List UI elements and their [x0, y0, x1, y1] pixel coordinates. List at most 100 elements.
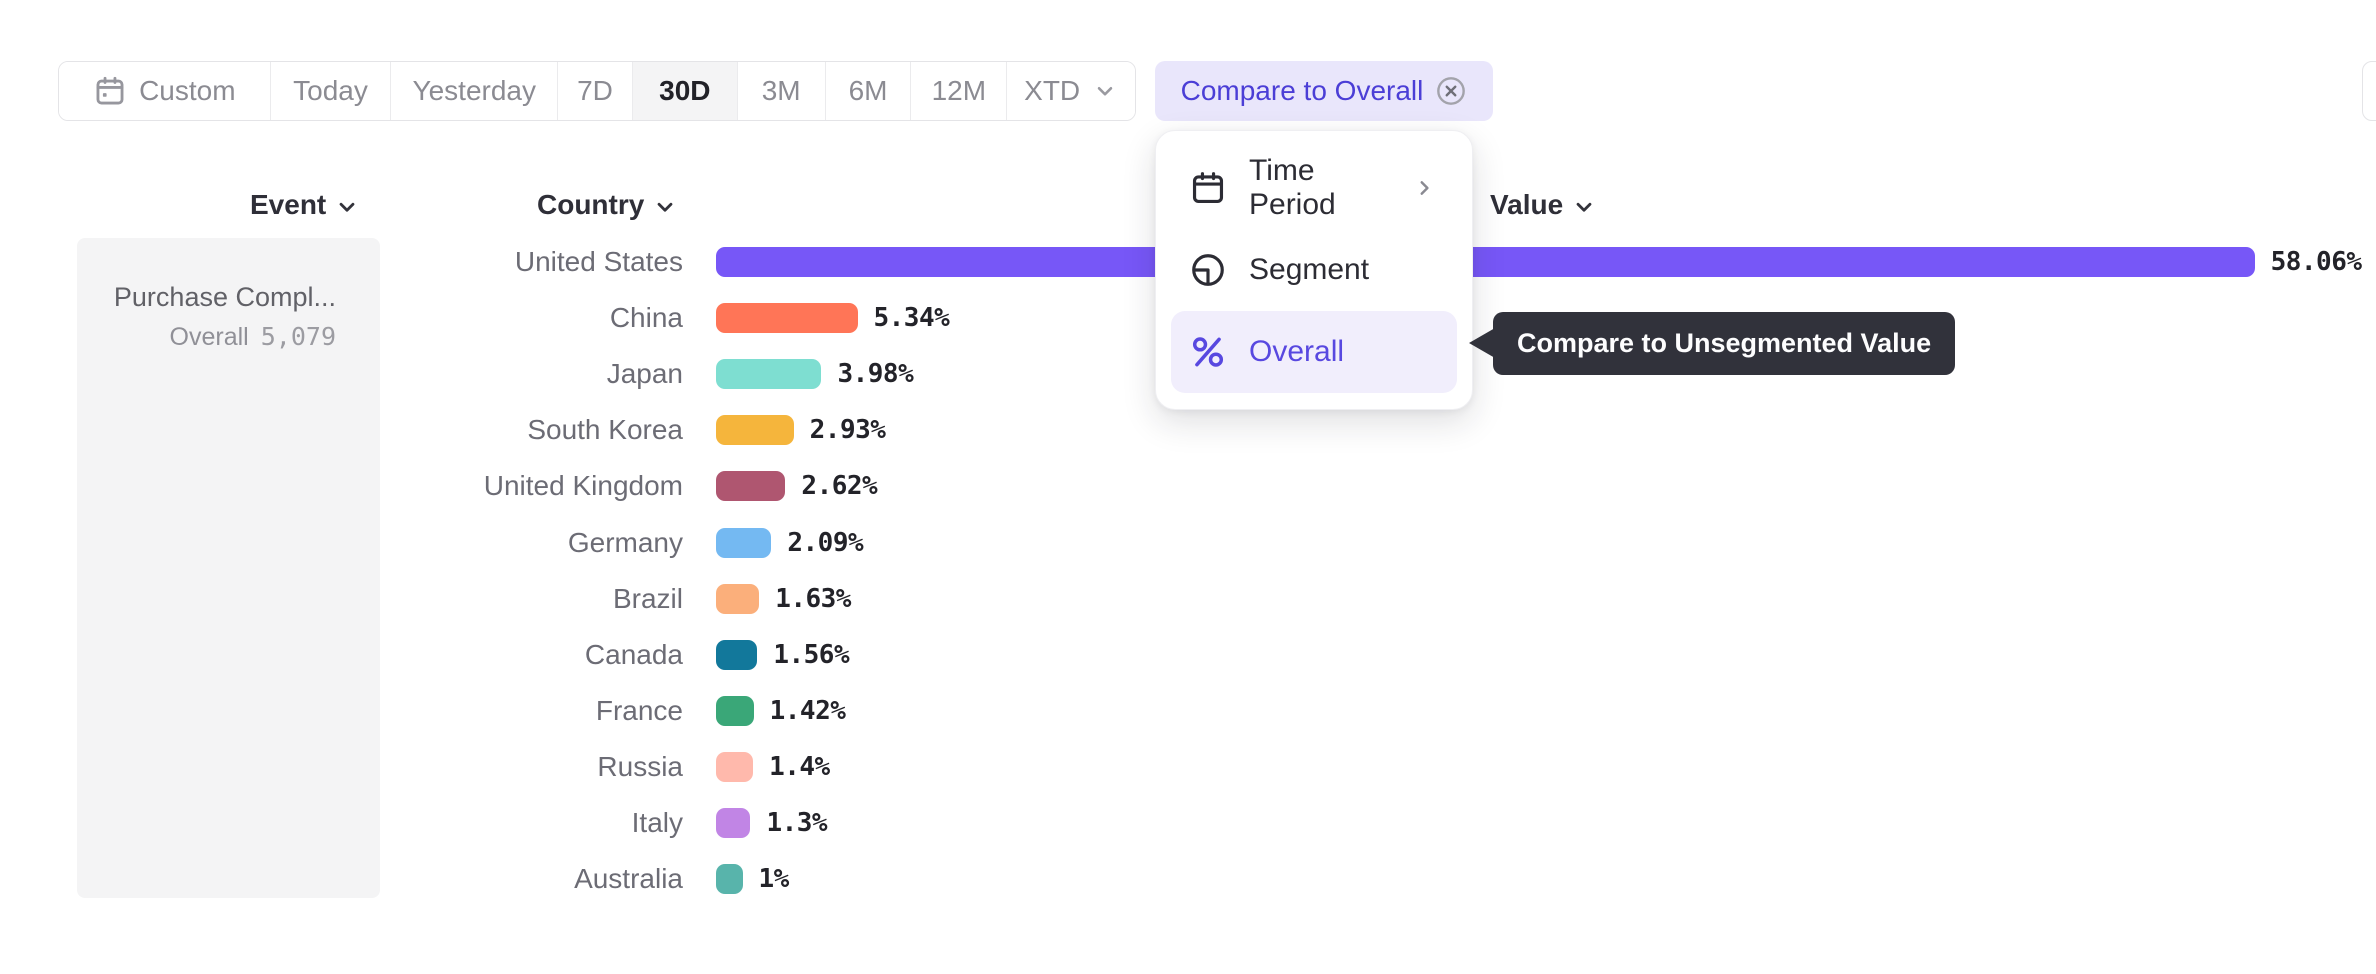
country-label: United Kingdom	[483, 470, 683, 502]
tooltip-arrow-icon	[1469, 328, 1495, 358]
tooltip: Compare to Unsegmented Value	[1469, 312, 1956, 375]
value-label: 3.98%	[837, 359, 914, 390]
bar-segment[interactable]	[716, 303, 858, 334]
menu-item-overall[interactable]: Overall	[1171, 311, 1457, 393]
bar-segment[interactable]	[716, 695, 754, 726]
column-header-country-label: Country	[537, 189, 645, 220]
bar-segment[interactable]	[716, 471, 786, 502]
range-label: 7D	[577, 75, 613, 106]
event-overall-row: Overall 5,079	[114, 322, 336, 352]
calendar-icon	[1192, 172, 1224, 204]
range-button-30d[interactable]: 30D	[631, 62, 737, 120]
range-label: Custom	[139, 75, 236, 106]
range-button-yesterday[interactable]: Yesterday	[390, 62, 558, 120]
value-label: 1.56%	[773, 639, 850, 670]
chevron-down-icon	[657, 202, 673, 212]
column-header-event[interactable]: Event	[250, 189, 360, 221]
column-header-value[interactable]: Value	[1490, 189, 1597, 221]
compare-chip-label: Compare to Overall	[1180, 75, 1424, 106]
chart-row: Italy 1.3%	[0, 795, 2376, 851]
country-label: China	[609, 302, 683, 334]
column-header-country[interactable]: Country	[537, 189, 678, 221]
chevron-down-icon	[1576, 202, 1592, 212]
clipped-button-right-edge[interactable]	[2362, 61, 2376, 121]
bar-segment[interactable]	[716, 864, 743, 895]
calendar-icon	[96, 76, 124, 105]
value-label: 1%	[758, 864, 790, 895]
range-button-custom[interactable]: Custom	[59, 62, 270, 120]
event-card[interactable]: Purchase Compl... Overall 5,079	[77, 238, 380, 898]
chart-row: France 1.42%	[0, 683, 2376, 739]
value-label: 1.42%	[769, 695, 846, 726]
column-header-value-label: Value	[1490, 189, 1564, 220]
value-label: 58.06%	[2270, 247, 2362, 277]
range-label: 6M	[848, 75, 888, 106]
chart-row: South Korea 2.93%	[0, 402, 2376, 458]
chevron-right-icon	[1420, 181, 1429, 195]
bar-segment[interactable]	[716, 359, 822, 390]
country-label: Italy	[631, 807, 683, 838]
range-button-today[interactable]: Today	[269, 62, 391, 120]
range-label: 3M	[761, 75, 801, 106]
range-button-7d[interactable]: 7D	[557, 62, 632, 120]
event-title: Purchase Compl...	[113, 282, 336, 312]
bar-segment[interactable]	[716, 247, 2255, 277]
chart-row: China 5.34%	[0, 290, 2376, 346]
remove-compare-icon[interactable]	[1435, 75, 1467, 107]
chart-row: Canada 1.56%	[0, 627, 2376, 683]
country-label: South Korea	[527, 414, 683, 446]
column-header-event-label: Event	[250, 189, 327, 220]
bar-segment[interactable]	[716, 808, 751, 838]
bar-segment[interactable]	[716, 527, 772, 558]
chart-row: Germany 2.09%	[0, 515, 2376, 571]
chart-row: Russia 1.4%	[0, 739, 2376, 795]
tooltip-text: Compare to Unsegmented Value	[1517, 328, 1932, 358]
value-label: 2.09%	[787, 527, 864, 558]
value-label: 1.4%	[769, 751, 830, 782]
bar-chart: United States 58.06% China 5.34% Japan 3.98% S…	[0, 234, 2376, 914]
country-label: France	[595, 694, 683, 726]
range-button-6m[interactable]: 6M	[824, 62, 911, 120]
menu-item-label: Time Period	[1249, 154, 1336, 221]
overall-label: Overall	[169, 323, 249, 351]
date-range-toolbar: Custom Today Yesterday 7D 30D 3M 6M 12M …	[58, 61, 1136, 121]
chart-row: United States 58.06%	[0, 234, 2376, 290]
country-label: Australia	[574, 863, 683, 895]
country-label: Brazil	[612, 582, 683, 614]
range-label: XTD	[1024, 75, 1081, 106]
range-label: 12M	[931, 75, 987, 106]
chart-row: United Kingdom 2.62%	[0, 458, 2376, 514]
value-label: 2.93%	[809, 415, 886, 446]
bar-segment[interactable]	[716, 639, 758, 670]
compare-dropdown-menu: Time Period Segment Overall	[1155, 130, 1473, 410]
country-label: Canada	[584, 638, 683, 670]
chart-row: Brazil 1.63%	[0, 571, 2376, 627]
value-label: 5.34%	[873, 303, 950, 334]
chevron-down-icon	[339, 202, 355, 212]
chart-row: Australia 1%	[0, 851, 2376, 907]
range-button-xtd[interactable]: XTD	[1006, 62, 1135, 120]
menu-item-label: Segment	[1249, 253, 1370, 286]
value-label: 1.63%	[775, 583, 851, 614]
menu-item-segment[interactable]: Segment	[1171, 229, 1457, 311]
event-card-content: Purchase Compl... Overall 5,079	[114, 280, 336, 352]
chart-row: Japan 3.98%	[0, 346, 2376, 402]
value-label: 1.3%	[766, 808, 828, 838]
value-label: 2.62%	[801, 471, 878, 502]
country-label: Japan	[606, 358, 683, 390]
range-button-3m[interactable]: 3M	[736, 62, 825, 120]
range-button-12m[interactable]: 12M	[910, 62, 1007, 120]
country-label: Germany	[567, 526, 683, 558]
compare-to-overall-chip[interactable]: Compare to Overall	[1155, 61, 1493, 121]
range-label: Today	[293, 75, 368, 106]
menu-item-time-period[interactable]: Time Period	[1171, 147, 1457, 229]
country-label: Russia	[597, 750, 683, 782]
bar-segment[interactable]	[716, 583, 760, 614]
menu-item-label: Overall	[1249, 335, 1345, 368]
bar-segment[interactable]	[716, 415, 794, 446]
range-label: 30D	[659, 75, 711, 106]
bar-segment[interactable]	[716, 751, 754, 782]
percent-icon	[1192, 337, 1224, 367]
range-label: Yesterday	[412, 75, 536, 106]
country-label: United States	[514, 246, 683, 277]
